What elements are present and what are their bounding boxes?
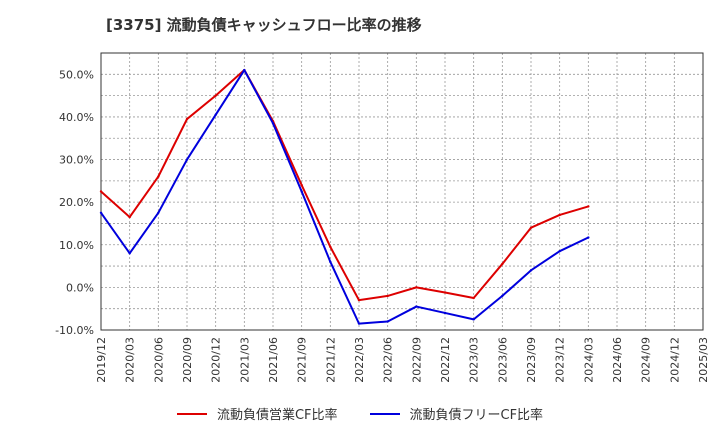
- y-tick-label: 50.0%: [59, 68, 94, 81]
- series-2-point: [587, 236, 590, 239]
- series-1-point: [128, 215, 131, 219]
- series-1-point: [329, 245, 332, 249]
- x-tick-label: 2024/06: [611, 337, 624, 383]
- x-tick-label: 2022/09: [410, 337, 423, 383]
- series-2-point: [128, 252, 131, 255]
- y-tick-label: -10.0%: [55, 324, 94, 337]
- x-tick-label: 2023/06: [496, 337, 509, 383]
- x-tick-label: 2019/12: [95, 337, 108, 383]
- series-line-2: [100, 69, 589, 325]
- series-2-point: [185, 158, 189, 161]
- x-tick-label: 2021/03: [238, 337, 251, 383]
- y-tick-label: 40.0%: [59, 111, 94, 124]
- series-2-point: [271, 122, 275, 125]
- series-2-point: [443, 311, 447, 315]
- legend-item-1: 流動負債営業CF比率: [176, 404, 338, 423]
- x-tick-label: 2023/09: [525, 337, 538, 383]
- y-tick-label: 10.0%: [59, 239, 94, 252]
- chart-title: [3375] 流動負債キャッシュフロー比率の推移: [106, 16, 422, 34]
- series-1-point: [472, 296, 475, 300]
- x-tick-label: 2023/03: [468, 337, 481, 383]
- x-tick-label: 2025/03: [697, 337, 710, 383]
- x-tick-label: 2022/06: [382, 337, 395, 383]
- y-tick-label: 0.0%: [66, 281, 94, 294]
- legend-swatch: [176, 412, 207, 415]
- chart-legend: 流動負債営業CF比率 流動負債フリーCF比率: [0, 404, 720, 423]
- x-tick-label: 2024/03: [582, 337, 595, 383]
- series-1-point: [386, 294, 389, 298]
- x-tick-label: 2023/12: [554, 337, 567, 383]
- x-tick-label: 2024/09: [640, 337, 653, 383]
- series-2-point: [243, 68, 246, 72]
- legend-swatch: [369, 412, 400, 415]
- series-2-point: [300, 190, 303, 193]
- series-1-point: [501, 262, 504, 266]
- series-1-point: [214, 94, 217, 97]
- x-tick-label: 2022/03: [353, 337, 366, 383]
- plot-area: [101, 53, 703, 330]
- series-2-point: [214, 113, 217, 116]
- x-tick-label: 2022/12: [439, 337, 452, 383]
- series-2-point: [386, 320, 389, 323]
- series-1-point: [529, 226, 533, 229]
- y-tick-label: 30.0%: [59, 154, 94, 167]
- series-2-point: [558, 249, 561, 253]
- x-tick-label: 2021/06: [267, 337, 280, 383]
- series-2-point: [157, 211, 160, 215]
- x-tick-label: 2020/09: [181, 337, 194, 383]
- series-1-point: [587, 205, 590, 208]
- series-2-point: [415, 305, 418, 308]
- series-2-point: [357, 322, 361, 325]
- legend-label: 流動負債フリーCF比率: [409, 408, 544, 423]
- x-tick-label: 2020/03: [124, 337, 137, 383]
- legend-item-2: 流動負債フリーCF比率: [369, 404, 544, 423]
- x-tick-label: 2020/06: [152, 337, 165, 383]
- x-tick-label: 2020/12: [210, 337, 223, 383]
- x-tick-label: 2021/09: [296, 337, 309, 383]
- series-1-point: [157, 175, 160, 178]
- y-tick-label: 20.0%: [59, 196, 94, 209]
- series-1-point: [99, 190, 103, 193]
- series-1-point: [357, 298, 361, 302]
- series-2-point: [472, 318, 475, 321]
- x-tick-label: 2024/12: [668, 337, 681, 383]
- series-2-point: [501, 294, 504, 298]
- series-2-point: [99, 211, 103, 215]
- series-2-point: [529, 269, 533, 272]
- series-2-point: [329, 260, 332, 264]
- series-1-point: [300, 183, 303, 187]
- series-1-point: [558, 213, 561, 217]
- legend-label: 流動負債営業CF比率: [216, 408, 338, 423]
- x-tick-label: 2021/12: [324, 337, 337, 383]
- series-1-point: [415, 286, 418, 289]
- series-line-1: [100, 69, 589, 302]
- series-1-point: [185, 117, 189, 121]
- series-1-point: [443, 291, 447, 294]
